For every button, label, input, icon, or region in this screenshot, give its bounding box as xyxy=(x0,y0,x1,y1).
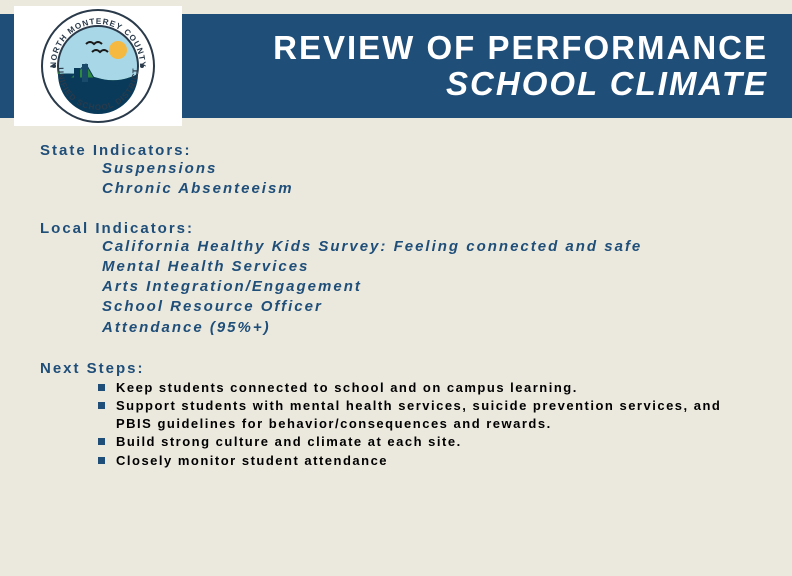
local-indicators-list: California Healthy Kids Survey: Feeling … xyxy=(40,237,762,338)
local-indicators-title: Local Indicators: xyxy=(40,220,762,237)
list-item: Keep students connected to school and on… xyxy=(98,379,762,397)
next-step-text: Build strong culture and climate at each… xyxy=(116,434,462,449)
next-steps-list: Keep students connected to school and on… xyxy=(40,379,762,470)
state-indicators-list: Suspensions Chronic Absenteeism xyxy=(40,159,762,200)
bullet-square-icon xyxy=(98,457,105,464)
district-logo-svg: NORTH MONTEREY COUNTY UNIFIED SCHOOL DIS… xyxy=(38,6,158,126)
next-steps-title: Next Steps: xyxy=(40,360,762,377)
state-indicators-title: State Indicators: xyxy=(40,142,762,159)
header-title-line1: REVIEW OF PERFORMANCE xyxy=(273,29,768,67)
bullet-square-icon xyxy=(98,384,105,391)
list-item: Suspensions xyxy=(102,159,762,179)
next-steps-section: Next Steps: Keep students connected to s… xyxy=(40,360,762,470)
list-item: Chronic Absenteeism xyxy=(102,179,762,199)
list-item: School Resource Officer xyxy=(102,297,762,317)
header-title-line2: SCHOOL CLIMATE xyxy=(446,65,768,103)
next-step-text: Support students with mental health serv… xyxy=(116,398,721,431)
list-item: Attendance (95%+) xyxy=(102,318,762,338)
bullet-square-icon xyxy=(98,402,105,409)
next-step-text: Closely monitor student attendance xyxy=(116,453,388,468)
list-item: Arts Integration/Engagement xyxy=(102,277,762,297)
list-item: Mental Health Services xyxy=(102,257,762,277)
list-item: Support students with mental health serv… xyxy=(98,397,762,432)
list-item: Build strong culture and climate at each… xyxy=(98,433,762,451)
district-logo: NORTH MONTEREY COUNTY UNIFIED SCHOOL DIS… xyxy=(14,6,182,126)
next-step-text: Keep students connected to school and on… xyxy=(116,380,578,395)
slide-content: State Indicators: Suspensions Chronic Ab… xyxy=(40,142,762,470)
list-item: Closely monitor student attendance xyxy=(98,452,762,470)
bullet-square-icon xyxy=(98,438,105,445)
list-item: California Healthy Kids Survey: Feeling … xyxy=(102,237,762,257)
